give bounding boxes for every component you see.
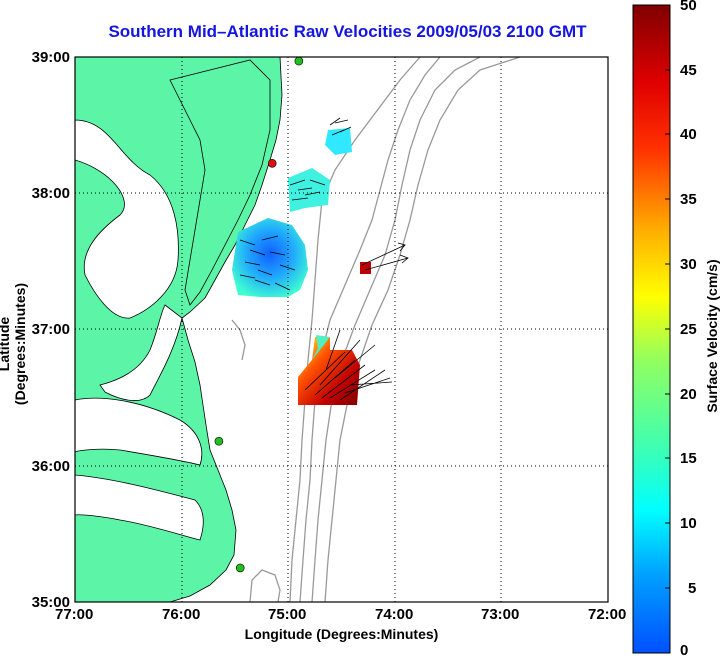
colorbar-tick-label: 25	[680, 321, 697, 338]
map-title: Southern Mid–Atlantic Raw Velocities 200…	[108, 22, 587, 41]
y-tick-label: 36:00	[31, 458, 70, 475]
map-grid	[75, 57, 608, 602]
plot-frame	[74, 56, 609, 603]
colorbar-tick-label: 5	[688, 580, 697, 597]
colorbar-tick-label: 20	[680, 386, 697, 403]
y-axis-label: Latitude (Degrees:Minutes)	[0, 282, 28, 406]
x-tick-label: 73:00	[481, 606, 520, 623]
delmarva-peninsula	[169, 59, 271, 306]
colorbar-tick-marks	[665, 4, 670, 589]
colorbar-tick-label: 15	[680, 450, 697, 467]
colorbar-tick-label: 40	[680, 126, 697, 143]
velocity-patch-south-edge	[312, 335, 330, 360]
colorbar-tick-label: 0	[680, 642, 689, 659]
velocity-patch-north	[325, 128, 352, 155]
velocity-vectors	[239, 117, 409, 401]
velocity-patch-mid	[288, 168, 330, 212]
colorbar-tick-label: 10	[680, 515, 697, 532]
colorbar-tick-label: 30	[680, 256, 697, 273]
y-tick-label: 39:00	[31, 49, 70, 66]
colorbar-tick-label: 50	[680, 0, 697, 14]
x-tick-label: 77:00	[55, 606, 94, 623]
velocity-patch-offshore	[360, 262, 371, 274]
radar-station-marker	[267, 158, 277, 168]
colorbar-tick-label: 45	[680, 62, 697, 79]
colorbar	[632, 4, 671, 654]
velocity-patch-south	[298, 337, 360, 405]
bathymetry-contours	[231, 57, 521, 602]
x-tick-label: 75:00	[268, 606, 307, 623]
y-tick-label: 37:00	[31, 321, 70, 338]
colorbar-label: Surface Velocity (cm/s)	[704, 259, 720, 413]
y-tick-label: 38:00	[31, 185, 70, 202]
colorbar-tick-label: 35	[680, 191, 697, 208]
radar-station-marker	[214, 436, 224, 446]
radar-station-marker	[294, 56, 304, 66]
x-tick-label: 72:00	[588, 606, 627, 623]
x-tick-label: 76:00	[162, 606, 201, 623]
radar-stations	[214, 56, 304, 573]
x-tick-label: 74:00	[375, 606, 414, 623]
radar-station-marker	[235, 563, 245, 573]
x-axis-label: Longitude (Degrees:Minutes)	[244, 626, 439, 642]
y-tick-label: 35:00	[31, 594, 70, 611]
